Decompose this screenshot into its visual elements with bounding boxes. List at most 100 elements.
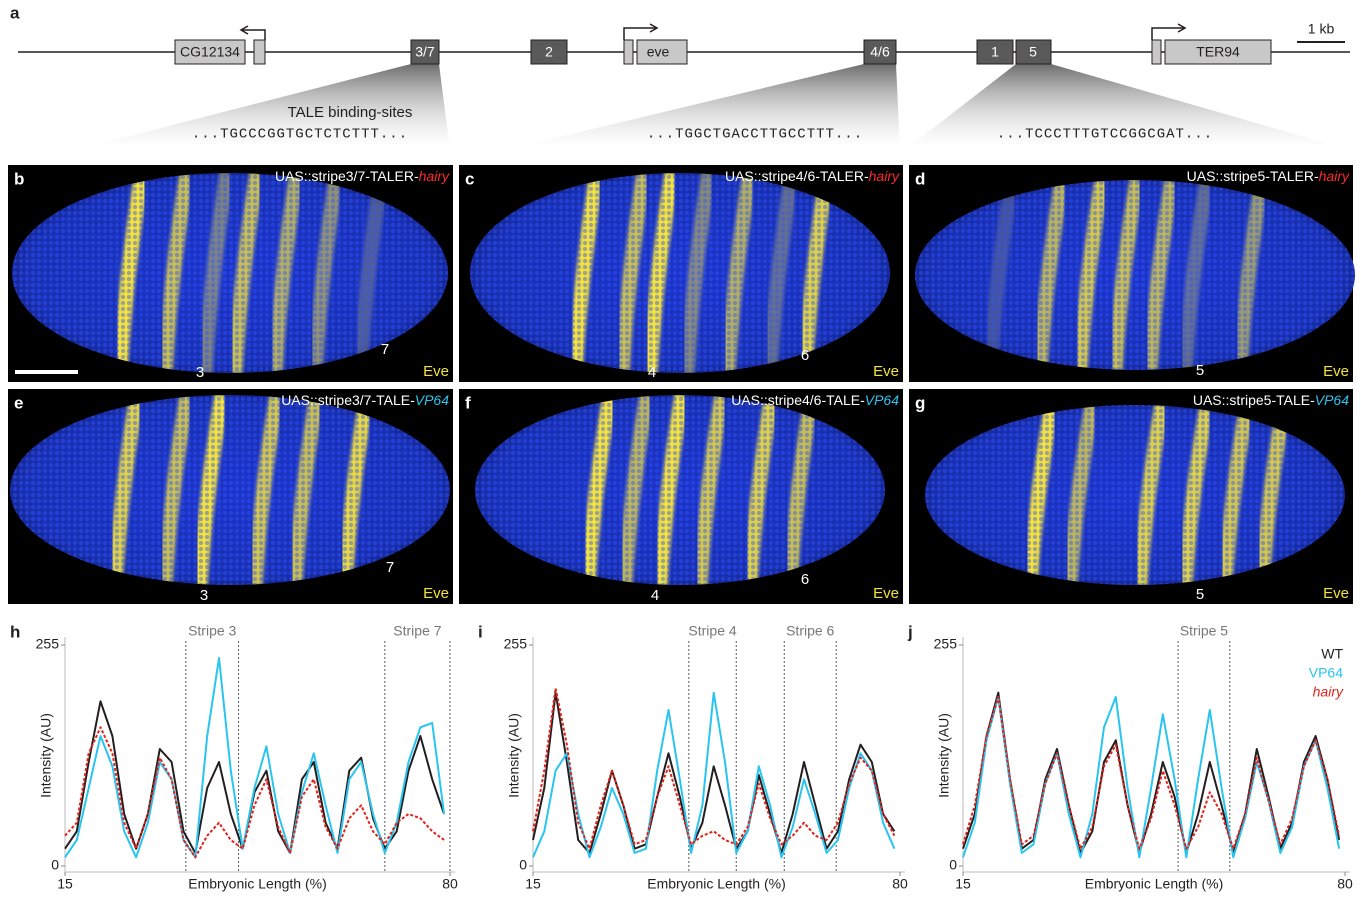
effector: VP64	[865, 392, 899, 408]
funnel	[905, 64, 1350, 150]
panel-label: f	[465, 393, 471, 412]
panel-label: c	[465, 169, 474, 188]
nuclei	[470, 173, 890, 373]
gene-label: TER94	[1196, 44, 1240, 60]
stripe-number: 7	[386, 559, 394, 576]
x-axis-label: Embryonic Length (%)	[1085, 876, 1224, 892]
stripe-label: Stripe 5	[1180, 623, 1228, 639]
nuclei	[915, 180, 1355, 370]
enhancer-label: 5	[1029, 44, 1037, 60]
stripe-number: 3	[196, 364, 204, 381]
enhancer-label: 2	[545, 44, 553, 60]
y-tick-label: 255	[36, 636, 60, 652]
stripe-number: 6	[801, 571, 809, 588]
nuclei	[12, 173, 448, 373]
gene-map: a CG12134 eve TER94 3/7 2 4/6 1 5 1 kb T…	[10, 3, 1350, 150]
effector: VP64	[1315, 392, 1349, 408]
y-tick-label: 255	[934, 636, 958, 652]
nuclei	[10, 395, 450, 585]
stain-label: Eve	[423, 585, 449, 602]
gene-box	[174, 39, 246, 65]
construct: UAS::stripe5-TALE-	[1193, 392, 1315, 408]
scale-label: 1 kb	[1308, 21, 1335, 37]
gene-label: eve	[647, 44, 670, 60]
series-line	[532, 687, 896, 850]
series-line	[64, 657, 446, 859]
stripe-number: 4	[651, 587, 659, 604]
exon-box	[623, 39, 634, 65]
exon-box	[253, 39, 266, 65]
stain-label: Eve	[873, 585, 899, 602]
construct-label: UAS::stripe5-TALE-VP64	[1193, 392, 1349, 408]
construct: UAS::stripe4/6-TALE-	[731, 392, 865, 408]
panel-label: a	[10, 3, 20, 22]
stripe-number: 7	[381, 341, 389, 358]
x-tick-label: 80	[1337, 876, 1353, 892]
panel-label: i	[478, 622, 483, 641]
panel-label: g	[915, 393, 925, 412]
tss-arrows	[239, 23, 1187, 40]
panel-label: e	[14, 393, 23, 412]
gene-label: CG12134	[180, 44, 240, 60]
series-line	[532, 691, 896, 859]
construct-label: UAS::stripe5-TALER-hairy	[1187, 168, 1350, 184]
enhancer-box	[1015, 39, 1052, 65]
y-tick-label: 255	[504, 636, 528, 652]
enhancer-box	[976, 39, 1014, 65]
stripe-label: Stripe 7	[393, 623, 441, 639]
y-tick-label: 0	[519, 857, 527, 873]
x-axis-label: Embryonic Length (%)	[647, 876, 786, 892]
profile-charts: h 0 255 15 80 Embryonic Length (%) Intensity (…	[10, 622, 1353, 891]
panel-label: h	[10, 622, 20, 641]
x-tick-label: 15	[955, 876, 971, 892]
construct-label: UAS::stripe3/7-TALE-VP64	[281, 392, 449, 408]
exon-box	[1151, 39, 1162, 65]
stripe-label: Stripe 4	[688, 623, 736, 639]
x-tick-label: 15	[57, 876, 73, 892]
chart: j 0 255 15 80 Embryonic Length (%) Intensity (…	[907, 622, 1353, 891]
construct: UAS::stripe3/7-TALER-	[275, 168, 419, 184]
stripe-number: 6	[801, 347, 809, 364]
effector: hairy	[1319, 168, 1350, 184]
series-line	[532, 691, 896, 854]
stripe-number: 4	[648, 364, 656, 381]
binding-sites-label: TALE binding-sites	[288, 104, 413, 121]
chart: h 0 255 15 80 Embryonic Length (%) Intensity (…	[10, 622, 458, 891]
effector: hairy	[419, 168, 450, 184]
construct: UAS::stripe4/6-TALER-	[725, 168, 869, 184]
stain-label: Eve	[1323, 363, 1349, 380]
enhancer-box	[863, 39, 897, 65]
enhancer-box	[530, 39, 568, 65]
sequence: ...TGGCTGACCTTGCCTTT...	[647, 127, 863, 143]
effector: VP64	[415, 392, 449, 408]
legend-entry: hairy	[1313, 684, 1344, 700]
stripe-number: 5	[1196, 362, 1204, 379]
series-line	[962, 696, 1341, 850]
stripe-label: Stripe 3	[188, 623, 236, 639]
panel-label: j	[907, 622, 913, 641]
construct-label: UAS::stripe3/7-TALER-hairy	[275, 168, 450, 184]
legend-entry: WT	[1321, 646, 1343, 662]
enhancer-label: 1	[991, 44, 999, 60]
stripe-label: Stripe 6	[786, 623, 834, 639]
x-axis-label: Embryonic Length (%)	[188, 876, 327, 892]
stain-label: Eve	[423, 363, 449, 380]
stripe-number: 3	[200, 587, 208, 604]
series-line	[962, 696, 1341, 859]
construct-label: UAS::stripe4/6-TALE-VP64	[731, 392, 899, 408]
construct-label: UAS::stripe4/6-TALER-hairy	[725, 168, 900, 184]
nuclei	[475, 395, 885, 585]
y-tick-label: 0	[51, 857, 59, 873]
x-tick-label: 80	[892, 876, 908, 892]
y-axis-label: Intensity (AU)	[506, 713, 522, 798]
stain-label: Eve	[873, 363, 899, 380]
gene-box	[1164, 39, 1272, 65]
nuclei	[925, 405, 1345, 585]
